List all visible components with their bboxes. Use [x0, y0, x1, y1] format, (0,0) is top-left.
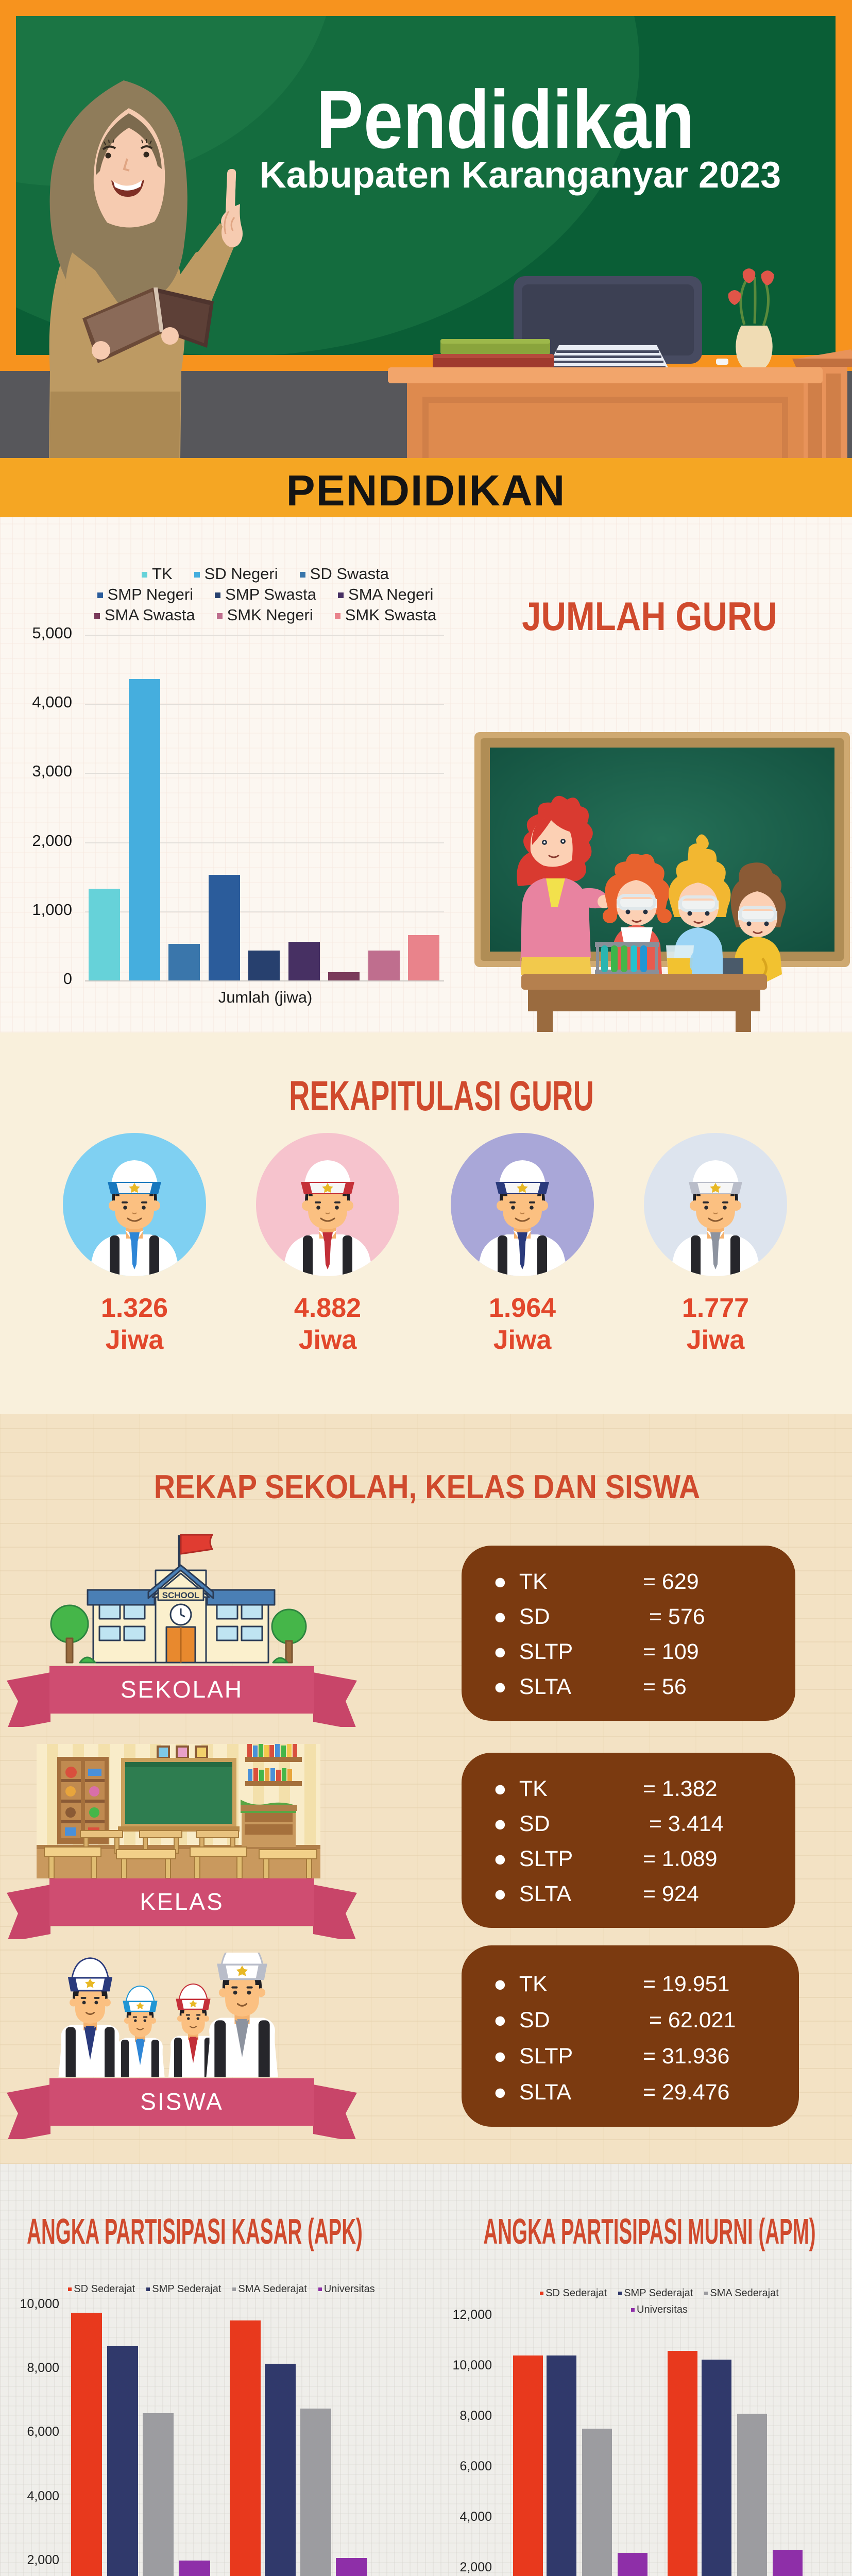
svg-text:KELAS: KELAS: [140, 1888, 224, 1915]
svg-text:SCHOOL: SCHOOL: [162, 1590, 200, 1600]
svg-text:SISWA: SISWA: [140, 2088, 224, 2115]
svg-text:SEKOLAH: SEKOLAH: [121, 1676, 243, 1703]
